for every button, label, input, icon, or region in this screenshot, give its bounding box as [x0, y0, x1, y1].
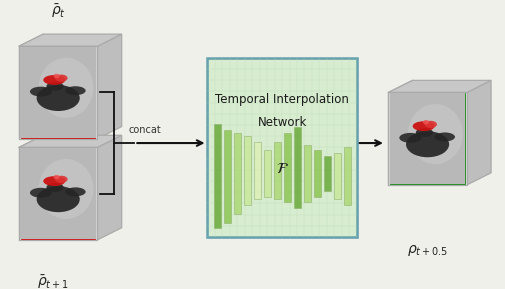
Ellipse shape: [65, 86, 85, 95]
Polygon shape: [19, 135, 121, 147]
Bar: [264, 150, 271, 197]
Bar: [274, 142, 280, 199]
Ellipse shape: [434, 132, 454, 141]
Polygon shape: [97, 34, 121, 139]
Ellipse shape: [30, 87, 52, 97]
Ellipse shape: [405, 131, 448, 157]
Bar: [19, 147, 97, 240]
Text: $\bar{\rho}_{t+1}$: $\bar{\rho}_{t+1}$: [37, 273, 69, 289]
Text: Temporal Interpolation: Temporal Interpolation: [215, 92, 348, 105]
Text: $\bar{\rho}_t$: $\bar{\rho}_t$: [50, 2, 66, 20]
Text: $\mathcal{F}$: $\mathcal{F}$: [275, 161, 288, 176]
Text: $\rho_{t+0.5}$: $\rho_{t+0.5}$: [406, 243, 447, 258]
Ellipse shape: [46, 82, 64, 91]
Bar: [388, 92, 466, 185]
Ellipse shape: [38, 58, 93, 118]
Ellipse shape: [54, 175, 60, 179]
Ellipse shape: [55, 176, 68, 183]
Bar: [343, 147, 350, 205]
Bar: [224, 130, 231, 223]
Ellipse shape: [54, 74, 60, 78]
Bar: [304, 144, 310, 202]
Bar: [293, 127, 300, 208]
Ellipse shape: [38, 159, 93, 219]
Bar: [333, 153, 340, 199]
Ellipse shape: [424, 121, 436, 128]
Bar: [254, 142, 261, 199]
Bar: [22, 48, 94, 137]
Bar: [19, 46, 97, 139]
Text: concat: concat: [128, 125, 161, 135]
Ellipse shape: [415, 128, 432, 137]
Polygon shape: [19, 34, 121, 46]
Ellipse shape: [65, 187, 85, 196]
Ellipse shape: [43, 176, 65, 186]
Ellipse shape: [407, 104, 462, 164]
Ellipse shape: [46, 183, 64, 192]
Bar: [21, 47, 96, 138]
Ellipse shape: [412, 121, 434, 131]
Ellipse shape: [30, 188, 52, 198]
Bar: [283, 133, 290, 202]
Bar: [244, 136, 250, 205]
Ellipse shape: [36, 85, 80, 111]
Bar: [21, 148, 96, 239]
Bar: [323, 156, 330, 191]
Ellipse shape: [36, 186, 80, 212]
Bar: [391, 94, 463, 183]
Ellipse shape: [398, 133, 421, 143]
Text: Network: Network: [257, 116, 306, 129]
Ellipse shape: [55, 75, 68, 82]
Bar: [22, 149, 94, 238]
Ellipse shape: [422, 120, 428, 124]
Polygon shape: [388, 80, 490, 92]
Bar: [234, 133, 241, 214]
Bar: [207, 58, 356, 237]
Bar: [389, 93, 465, 184]
Bar: [313, 150, 320, 197]
Bar: [214, 124, 221, 228]
Polygon shape: [97, 135, 121, 240]
Ellipse shape: [43, 75, 65, 85]
Polygon shape: [466, 80, 490, 185]
